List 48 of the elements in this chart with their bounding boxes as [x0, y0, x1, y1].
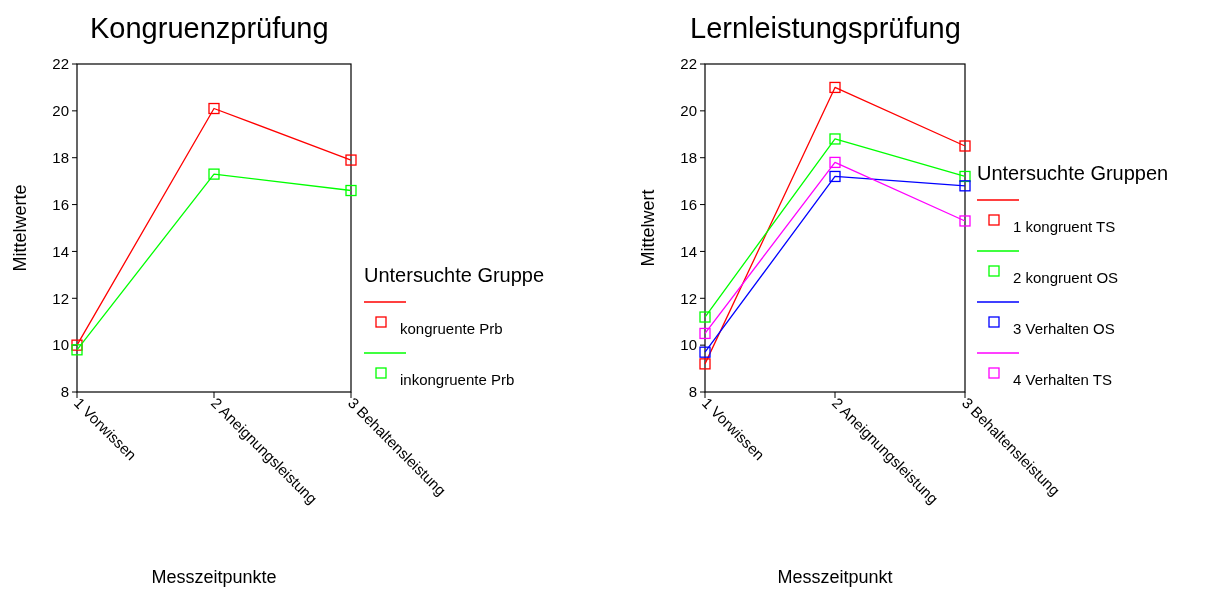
y-tick-label: 14: [52, 242, 69, 260]
point: [699, 327, 711, 340]
y-tick-label: 22: [52, 55, 69, 73]
y-tick-label: 10: [52, 336, 69, 354]
point: [829, 170, 841, 183]
y-tick-label: 10: [680, 336, 697, 354]
legend-label: inkongruente Prb: [400, 371, 515, 388]
point: [829, 156, 841, 169]
y-tick-label: 20: [52, 102, 69, 120]
point: [959, 215, 971, 227]
point: [208, 168, 220, 180]
x-axis-title: Messzeitpunkt: [777, 567, 893, 587]
legend-label: 4 Verhalten TS: [1013, 371, 1112, 388]
point: [959, 140, 971, 152]
point: [208, 102, 220, 115]
y-tick-label: 14: [680, 242, 697, 260]
y-axis-title: Mittelwert: [638, 189, 658, 267]
point: [71, 344, 83, 356]
point: [959, 170, 971, 183]
y-tick-label: 20: [680, 102, 697, 120]
point: [829, 81, 841, 94]
point: [345, 184, 357, 197]
y-tick-label: 8: [60, 383, 69, 401]
chart-title: Lernleistungsprüfung: [690, 12, 961, 44]
legend-label: kongruente Prb: [400, 320, 503, 337]
y-tick-label: 22: [680, 55, 697, 73]
point: [829, 133, 841, 145]
point: [71, 339, 83, 351]
point: [699, 311, 711, 323]
y-tick-label: 12: [52, 289, 69, 307]
legend-title: Untersuchte Gruppe: [364, 264, 545, 286]
point: [699, 346, 711, 358]
y-tick-label: 8: [688, 383, 697, 401]
legend-title: Untersuchte Gruppen: [977, 162, 1169, 184]
x-axis-title: Messzeitpunkte: [151, 567, 277, 587]
legend-label: 1 kongruent TS: [1013, 218, 1116, 235]
y-tick-label: 18: [52, 148, 69, 166]
y-axis-title: Mittelwerte: [10, 184, 30, 272]
point: [345, 154, 357, 166]
y-tick-label: 16: [680, 195, 697, 213]
legend-label: 3 Verhalten OS: [1013, 320, 1115, 337]
chart-title: Kongruenzprüfung: [90, 12, 329, 44]
y-tick-label: 16: [52, 195, 69, 213]
point: [699, 358, 711, 370]
legend-label: 2 kongruent OS: [1013, 269, 1119, 286]
y-tick-label: 12: [680, 289, 697, 307]
y-tick-label: 18: [680, 148, 697, 166]
point: [959, 180, 971, 192]
